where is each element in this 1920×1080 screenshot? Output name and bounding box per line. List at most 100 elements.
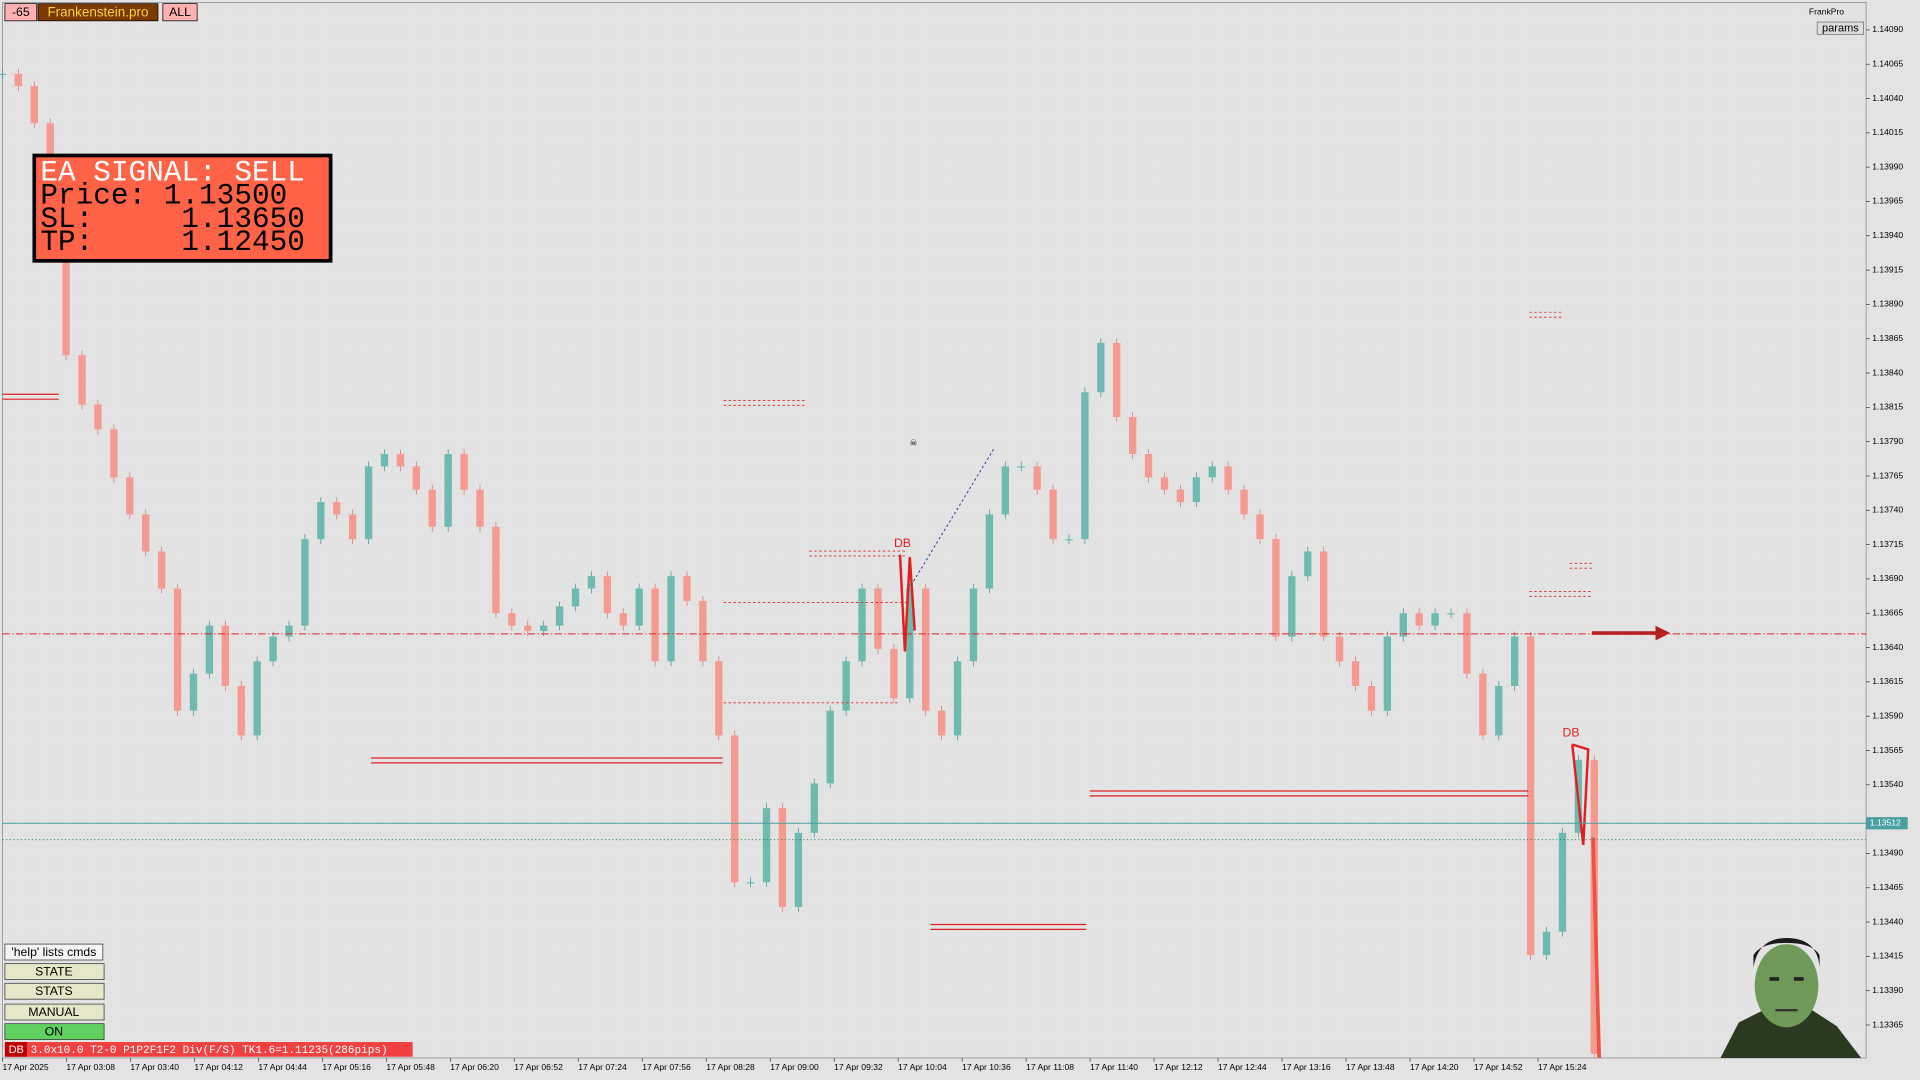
- candle: [1049, 489, 1057, 540]
- y-tick-label: 1.13990: [1872, 161, 1903, 171]
- signal-sl: SL: 1.13650: [40, 203, 304, 236]
- x-tick-label: 17 Apr 05:48: [386, 1062, 435, 1072]
- candle: [1431, 613, 1439, 626]
- help-hint-text: 'help' lists cmds: [11, 945, 96, 959]
- candle: [1367, 685, 1376, 711]
- y-tick-label: 1.13615: [1872, 676, 1903, 686]
- candle: [142, 514, 150, 552]
- x-tick-label: 17 Apr 09:32: [834, 1062, 883, 1072]
- candle: [1192, 477, 1200, 503]
- candle: [969, 588, 978, 662]
- candle: [1526, 636, 1535, 956]
- candle: [587, 576, 596, 589]
- status-text: 3.0x10.0 T2-0 P1P2F1F2 Div(F/S) TK1.6=1.…: [31, 1045, 388, 1057]
- candle: [62, 220, 70, 356]
- button-panel: 'help' lists cmds STATE STATS MANUAL ON: [4, 943, 105, 1040]
- status-tag-bg: [4, 1042, 27, 1057]
- arrow-head: [1655, 625, 1671, 641]
- x-tick-label: 17 Apr 07:24: [578, 1062, 627, 1072]
- candle: [1288, 576, 1296, 637]
- candle: [1033, 466, 1041, 490]
- command-button-label[interactable]: STATE: [35, 964, 73, 978]
- command-button[interactable]: [4, 1023, 105, 1040]
- counter: -65: [12, 5, 30, 19]
- x-tick-label: 17 Apr 12:12: [1154, 1062, 1203, 1072]
- brand-box: [37, 3, 159, 22]
- candle: [746, 882, 755, 884]
- candle: [1415, 613, 1423, 626]
- candle: [651, 588, 659, 662]
- status-bg: [4, 1042, 413, 1057]
- command-button[interactable]: [4, 963, 105, 980]
- candle: [412, 466, 420, 490]
- params[interactable]: params: [1822, 23, 1859, 35]
- y-tick-label: 1.13690: [1872, 573, 1903, 583]
- candle: [1256, 514, 1264, 540]
- x-tick-label: 17 Apr 12:44: [1218, 1062, 1267, 1072]
- candle: [205, 625, 214, 674]
- command-button-label[interactable]: MANUAL: [28, 1005, 79, 1019]
- candle: [460, 454, 468, 490]
- y-tick-label: 1.13390: [1872, 985, 1903, 995]
- dashed-levels: [723, 311, 1592, 704]
- candle: [126, 477, 134, 515]
- candle: [189, 673, 198, 711]
- y-tick-label: 1.13465: [1872, 882, 1903, 892]
- y-tick-label: 1.13790: [1872, 436, 1903, 446]
- y-tick-label: 1.13815: [1872, 402, 1903, 412]
- coat: [1720, 1010, 1862, 1058]
- projection: [910, 447, 995, 586]
- candle: [1097, 342, 1105, 393]
- x-tick-label: 17 Apr 04:12: [194, 1062, 243, 1072]
- command-button[interactable]: [4, 1003, 105, 1021]
- y-tick-label: 1.13890: [1872, 299, 1903, 309]
- y-tick-label: 1.13565: [1872, 745, 1903, 755]
- candle: [667, 576, 675, 662]
- candle: [221, 625, 229, 686]
- mode-box[interactable]: [162, 3, 198, 22]
- candle: [157, 551, 166, 589]
- candle: [762, 808, 771, 883]
- candle: [937, 710, 946, 736]
- candle: [890, 648, 898, 699]
- candle: [842, 661, 850, 711]
- y-tick-label: 1.13490: [1872, 848, 1903, 858]
- candle: [173, 588, 182, 711]
- x-tick-label: 17 Apr 10:04: [898, 1062, 947, 1072]
- candle: [683, 576, 691, 601]
- candle: [953, 661, 962, 736]
- candle: [715, 661, 723, 736]
- candle: [364, 466, 373, 540]
- params-box[interactable]: [1816, 21, 1864, 35]
- candle: [444, 454, 452, 527]
- candle: [1335, 636, 1344, 662]
- signal-tp: TP: 1.12450: [40, 226, 304, 259]
- candle: [699, 600, 707, 662]
- db-pattern: [898, 554, 1590, 846]
- candle: [285, 625, 293, 637]
- y-tick-label: 1.13365: [1872, 1019, 1903, 1029]
- command-button-label[interactable]: ON: [45, 1024, 63, 1038]
- candle: [540, 625, 548, 632]
- level-lines: [2, 311, 1671, 1059]
- eye: [1769, 977, 1780, 981]
- candle: [1001, 466, 1009, 515]
- candle: [396, 454, 405, 467]
- command-button-label[interactable]: STATS: [35, 984, 73, 998]
- drop-line: [1591, 837, 1602, 1059]
- y-tick-label: 1.13740: [1872, 505, 1903, 515]
- candle: [1176, 489, 1185, 503]
- candle: [571, 588, 580, 607]
- command-button[interactable]: [4, 982, 105, 1000]
- candle: [1383, 636, 1392, 711]
- y-tick-label: 1.14015: [1872, 127, 1903, 137]
- y-tick-label: 1.13765: [1872, 470, 1903, 480]
- x-tick-label: 17 Apr 2025: [2, 1062, 48, 1072]
- x-tick-label: 17 Apr 13:48: [1346, 1062, 1395, 1072]
- candle: [1558, 832, 1567, 932]
- candle: [0, 73, 7, 76]
- mode[interactable]: ALL: [169, 5, 191, 19]
- y-tick-label: 1.13665: [1872, 608, 1903, 618]
- signal-price: Price: 1.13500: [40, 180, 287, 213]
